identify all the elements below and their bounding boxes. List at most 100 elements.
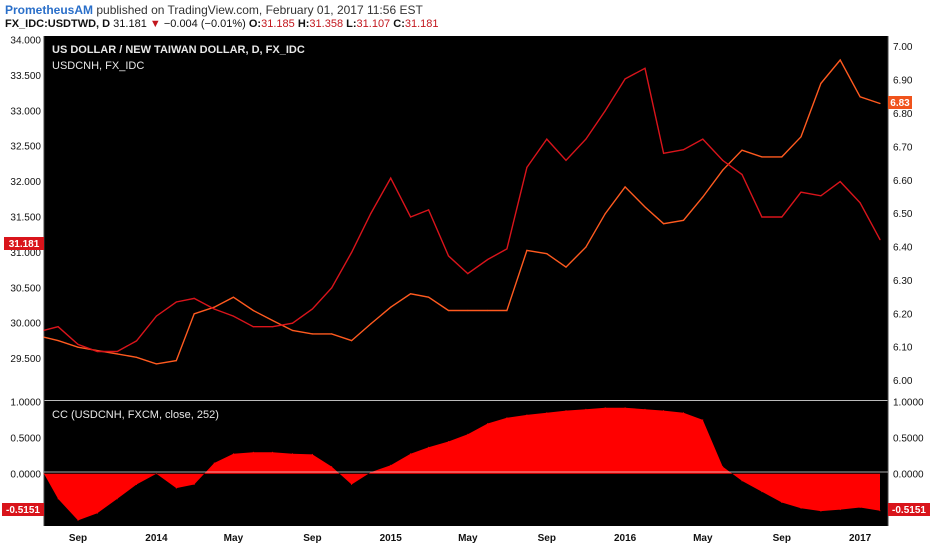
left-axis-tick-label: 29.500	[10, 354, 41, 365]
left-axis-tick-label: 32.000	[10, 177, 41, 188]
cc-point	[193, 484, 195, 485]
usdcnh-point	[506, 309, 508, 312]
right-axis-tick-label: 6.80	[893, 109, 913, 120]
usdtwd-point	[155, 315, 157, 317]
usdcnh-point	[57, 340, 59, 342]
usdcnh-point	[116, 353, 118, 355]
date-tick-label: Sep	[773, 533, 791, 544]
right-price-axis[interactable]: 7.00 6.90 6.80 6.70 6.60 6.50 6.40 6.30 6.20 6.10…	[893, 42, 913, 387]
usdtwd-point	[311, 308, 313, 310]
usdcnh-point	[565, 266, 567, 268]
last-price: 31.181	[113, 18, 147, 30]
usdcnh-point	[232, 296, 234, 298]
usdtwd-line[interactable]	[43, 67, 881, 353]
cc-point	[604, 407, 606, 409]
usdtwd-point	[390, 177, 392, 179]
cc-point	[292, 453, 293, 455]
low-value: 31.107	[356, 18, 391, 30]
cc-point	[663, 410, 665, 412]
usdtwd-point	[722, 159, 724, 161]
cc-point	[96, 512, 98, 514]
usdtwd-point	[232, 315, 234, 317]
usdtwd-point	[291, 322, 294, 324]
date-axis[interactable]: Sep 2014 May Sep 2015 May Sep 2016 May Sep 2017	[69, 533, 872, 544]
usdcnh-point	[604, 213, 606, 215]
cc-point	[57, 498, 59, 500]
main-pane-title: US DOLLAR / NEW TAIWAN DOLLAR, D, FX_IDC	[52, 44, 305, 56]
usdtwd-point	[781, 216, 783, 218]
cc-value-tag-left: -0.5151	[2, 503, 44, 516]
cc-point	[859, 507, 861, 508]
cc-point	[722, 466, 724, 468]
cc-left-axis-tick-label: 1.0000	[10, 398, 41, 409]
usdcnh-point	[820, 82, 822, 84]
usdcnh-point	[682, 219, 685, 221]
usdcnh-point	[487, 309, 489, 312]
usdtwd-point	[331, 287, 333, 289]
cc-area[interactable]	[44, 407, 880, 521]
cc-point	[624, 407, 626, 409]
cc-point	[311, 453, 313, 455]
usdcnh-point	[351, 340, 353, 342]
last-price-tag-left: 31.181	[4, 237, 44, 250]
usdcnh-point	[761, 156, 763, 158]
cc-right-axis-tick-label: 0.0000	[893, 469, 924, 480]
cc-point	[683, 412, 684, 414]
right-axis-tick-label: 6.10	[893, 343, 913, 354]
usdcnh-point	[77, 346, 79, 348]
cc-value-tag-right-bg	[888, 503, 930, 516]
down-triangle-icon: ▼	[149, 18, 161, 30]
usdcnh-point	[193, 313, 195, 315]
usdcnh-point	[272, 319, 274, 322]
last-price-tag-right-bg	[888, 96, 912, 109]
date-tick-label: May	[693, 533, 713, 544]
open-label: O:	[248, 18, 262, 30]
date-tick-label: May	[458, 533, 478, 544]
usdcnh-point	[526, 249, 528, 251]
indicator-left-axis[interactable]: 1.0000 0.5000 0.0000	[10, 398, 41, 481]
usdcnh-point	[722, 169, 724, 171]
left-price-axis[interactable]: 34.000 33.500 33.000 32.500 32.000 31.500 31.0…	[10, 36, 41, 366]
right-axis-tick-label: 6.00	[893, 376, 913, 387]
usdcnh-line[interactable]	[43, 58, 881, 365]
usdtwd-point	[370, 212, 372, 215]
usdtwd-point	[859, 202, 861, 204]
cc-point	[448, 441, 449, 442]
cc-point	[800, 507, 802, 509]
cc-value-tag-left-bg	[2, 503, 44, 516]
usdcnh-point	[135, 356, 138, 358]
usdtwd-point	[252, 326, 254, 328]
usdcnh-point	[644, 206, 646, 208]
usdcnh-point	[390, 306, 392, 308]
usdtwd-point	[800, 191, 802, 193]
cc-point	[43, 473, 45, 475]
usdcnh-point	[800, 136, 802, 138]
usdtwd-point	[820, 195, 822, 197]
last-price-tag-right: 6.83	[888, 96, 912, 109]
left-axis-tick-label: 32.500	[10, 142, 41, 153]
usdtwd-point	[644, 67, 646, 69]
cc-value-tag-right: -0.5151	[888, 503, 930, 516]
usdcnh-point	[859, 96, 861, 98]
usdtwd-point	[624, 78, 626, 80]
right-axis-tick-label: 6.90	[893, 76, 913, 87]
cc-right-axis-tick-label: 0.5000	[893, 433, 924, 444]
right-axis-tick-label: 6.40	[893, 243, 913, 254]
cc-point	[644, 408, 646, 410]
main-pane-background[interactable]	[44, 36, 888, 400]
author-name[interactable]: PrometheusAM	[5, 3, 94, 17]
cc-point	[487, 423, 489, 424]
usdtwd-point	[351, 251, 353, 253]
close-value: 31.181	[404, 18, 439, 30]
indicator-right-axis[interactable]: 1.0000 0.5000 0.0000	[893, 398, 924, 481]
left-axis-tick-label: 33.000	[10, 106, 41, 117]
date-tick-label: Sep	[538, 533, 556, 544]
low-label: L:	[346, 18, 357, 30]
cc-point	[331, 466, 333, 468]
usdtwd-point	[761, 216, 763, 218]
ohlc-line: FX_IDC:USDTWD, D 31.181 ▼ −0.004 (−0.01%…	[5, 18, 439, 30]
right-axis-tick-label: 6.30	[893, 276, 913, 287]
usdcnh-point	[546, 253, 548, 255]
symbol-label[interactable]: FX_IDC:USDTWD, D	[5, 18, 111, 30]
